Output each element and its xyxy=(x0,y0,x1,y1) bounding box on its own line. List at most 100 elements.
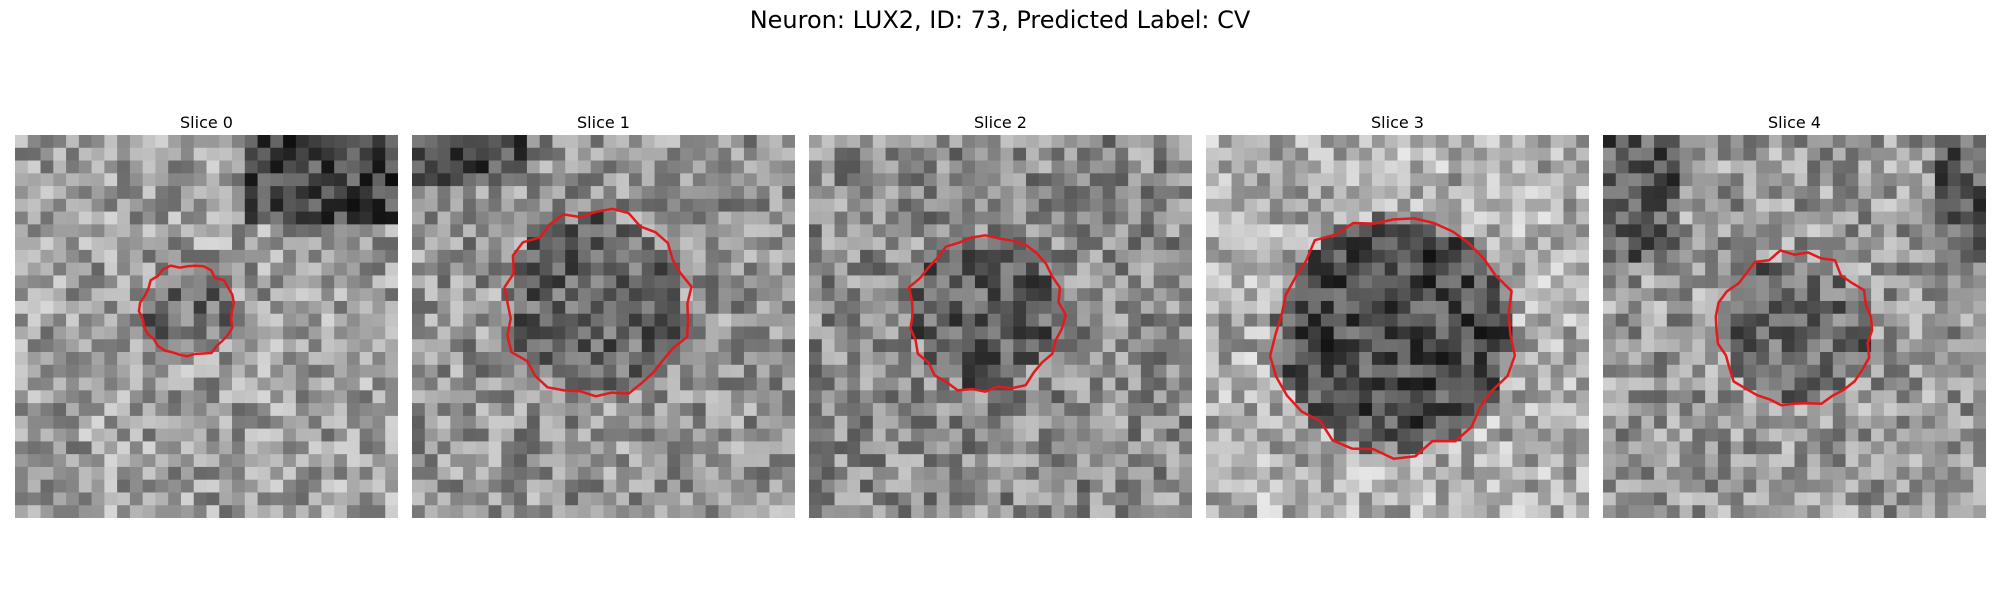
image-pixel xyxy=(1563,441,1577,455)
image-pixel xyxy=(1654,211,1668,225)
image-pixel xyxy=(1768,454,1783,468)
image-pixel xyxy=(718,339,732,353)
image-pixel xyxy=(821,428,835,442)
image-pixel xyxy=(66,364,80,378)
image-pixel xyxy=(1845,300,1859,315)
image-pixel xyxy=(936,339,950,353)
image-pixel xyxy=(1051,198,1065,212)
image-pixel xyxy=(1371,326,1386,340)
image-pixel xyxy=(117,479,131,493)
image-pixel xyxy=(321,160,335,174)
image-pixel xyxy=(1845,428,1859,442)
image-pixel xyxy=(1973,135,1986,149)
image-pixel xyxy=(1641,364,1655,378)
image-pixel xyxy=(257,454,271,468)
image-pixel xyxy=(782,377,795,391)
image-pixel xyxy=(308,479,322,493)
image-pixel xyxy=(1153,352,1167,366)
image-pixel xyxy=(1384,326,1398,340)
image-pixel xyxy=(860,300,874,315)
image-pixel xyxy=(1576,505,1589,518)
image-pixel xyxy=(1679,288,1693,302)
image-pixel xyxy=(142,186,156,200)
image-pixel xyxy=(1474,300,1488,315)
image-pixel xyxy=(1705,160,1719,174)
image-pixel xyxy=(488,275,502,289)
image-pixel xyxy=(1947,339,1961,353)
image-pixel xyxy=(53,403,67,417)
image-pixel xyxy=(1435,466,1449,481)
image-pixel xyxy=(1845,262,1859,276)
image-pixel xyxy=(27,160,41,174)
image-pixel xyxy=(898,339,912,353)
image-pixel xyxy=(705,211,719,225)
image-pixel xyxy=(232,466,246,481)
image-pixel xyxy=(412,415,426,430)
image-pixel xyxy=(1883,135,1898,149)
image-pixel xyxy=(1179,415,1192,430)
image-pixel xyxy=(860,275,874,289)
image-pixel xyxy=(321,466,335,481)
image-pixel xyxy=(1461,364,1475,378)
image-pixel xyxy=(257,428,271,442)
image-pixel xyxy=(232,300,246,315)
image-pixel xyxy=(1615,505,1629,518)
image-pixel xyxy=(1666,173,1680,187)
image-pixel xyxy=(488,377,502,391)
image-pixel xyxy=(1333,505,1347,518)
image-pixel xyxy=(526,454,541,468)
image-pixel xyxy=(834,377,848,391)
image-pixel xyxy=(1820,249,1834,264)
image-pixel xyxy=(756,390,770,404)
image-pixel xyxy=(1218,237,1232,251)
image-pixel xyxy=(1807,428,1821,442)
image-pixel xyxy=(1692,173,1706,187)
image-pixel xyxy=(206,403,220,417)
image-pixel xyxy=(949,390,963,404)
image-pixel xyxy=(1934,224,1949,238)
image-pixel xyxy=(66,262,80,276)
image-pixel xyxy=(1537,173,1552,187)
image-pixel xyxy=(359,326,373,340)
image-pixel xyxy=(809,326,823,340)
image-pixel xyxy=(15,147,29,161)
image-pixel xyxy=(1166,492,1180,506)
image-pixel xyxy=(1089,454,1104,468)
image-pixel xyxy=(15,313,29,327)
image-pixel xyxy=(295,288,310,302)
image-pixel xyxy=(1922,224,1936,238)
image-pixel xyxy=(1346,492,1360,506)
image-pixel xyxy=(1603,441,1617,455)
image-pixel xyxy=(1717,441,1732,455)
image-pixel xyxy=(1115,135,1129,149)
image-pixel xyxy=(346,300,361,315)
image-pixel xyxy=(1973,454,1986,468)
image-pixel xyxy=(1794,377,1808,391)
slice-panel-4: Slice 4 xyxy=(1603,112,1986,518)
image-pixel xyxy=(1947,275,1961,289)
image-pixel xyxy=(206,505,220,518)
image-pixel xyxy=(1333,492,1347,506)
image-pixel xyxy=(1525,211,1539,225)
image-pixel xyxy=(1666,352,1680,366)
image-pixel xyxy=(834,326,848,340)
image-pixel xyxy=(1128,186,1142,200)
image-pixel xyxy=(1896,288,1910,302)
image-pixel xyxy=(1051,160,1065,174)
image-pixel xyxy=(1051,237,1065,251)
image-pixel xyxy=(1628,135,1642,149)
image-pixel xyxy=(1077,466,1091,481)
image-pixel xyxy=(718,237,732,251)
image-pixel xyxy=(91,313,105,327)
image-pixel xyxy=(898,160,912,174)
image-pixel xyxy=(1717,300,1732,315)
image-pixel xyxy=(1512,492,1526,506)
image-pixel xyxy=(552,173,566,187)
image-pixel xyxy=(1628,249,1642,264)
image-pixel xyxy=(1807,198,1821,212)
image-pixel xyxy=(244,237,258,251)
image-pixel xyxy=(321,403,335,417)
image-pixel xyxy=(705,454,719,468)
image-pixel xyxy=(488,147,502,161)
image-pixel xyxy=(1858,364,1872,378)
